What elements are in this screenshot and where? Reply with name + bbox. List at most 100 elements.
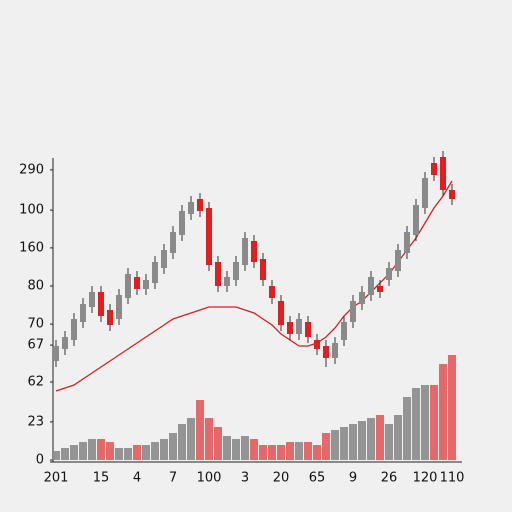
candle-body bbox=[431, 163, 437, 175]
candle-body bbox=[422, 178, 428, 208]
volume-bar bbox=[250, 439, 258, 460]
x-tick-label: 26 bbox=[381, 471, 398, 486]
volume-bar bbox=[187, 418, 195, 460]
candle-body bbox=[233, 262, 239, 280]
volume-bar bbox=[205, 418, 213, 460]
volume-bar bbox=[349, 424, 357, 460]
volume-bar bbox=[295, 442, 303, 460]
x-tick-label: 15 bbox=[93, 471, 110, 486]
y-tick-label: 100 bbox=[19, 203, 44, 218]
y-tick-label: 290 bbox=[19, 162, 44, 177]
volume-bar bbox=[232, 439, 240, 460]
candle-body bbox=[386, 268, 392, 280]
volume-bar bbox=[106, 442, 114, 460]
volume-bar bbox=[79, 442, 87, 460]
candle-body bbox=[80, 304, 86, 322]
volume-bar bbox=[223, 436, 231, 460]
x-tick-label: 7 bbox=[169, 471, 177, 486]
y-tick-label: 23 bbox=[27, 414, 44, 429]
volume-bar bbox=[241, 436, 249, 460]
volume-bar bbox=[259, 445, 267, 460]
candle-body bbox=[269, 286, 275, 298]
candle-body bbox=[359, 292, 365, 304]
volume-bar bbox=[178, 424, 186, 460]
volume-bar bbox=[70, 445, 78, 460]
y-tick-label: 62 bbox=[27, 375, 44, 390]
volume-bar bbox=[313, 445, 321, 460]
volume-bar bbox=[304, 442, 312, 460]
volume-bar bbox=[52, 451, 60, 460]
candle-body bbox=[134, 277, 140, 289]
volume-bar bbox=[97, 439, 105, 460]
candle-body bbox=[206, 208, 212, 265]
volume-bar bbox=[142, 445, 150, 460]
volume-bar bbox=[367, 418, 375, 460]
volume-bar bbox=[286, 442, 294, 460]
volume-bar bbox=[133, 445, 141, 460]
volume-bar bbox=[394, 415, 402, 460]
x-tick-label: 4 bbox=[133, 471, 141, 486]
candle-body bbox=[215, 262, 221, 286]
volume-bar bbox=[358, 421, 366, 460]
candle-body bbox=[395, 250, 401, 271]
volume-bar bbox=[124, 448, 132, 460]
volume-bar bbox=[421, 385, 429, 460]
candle-body bbox=[332, 343, 338, 358]
candle-body bbox=[152, 262, 158, 283]
volume-bar bbox=[277, 445, 285, 460]
candle-body bbox=[116, 295, 122, 319]
volume-bar bbox=[439, 364, 447, 460]
candle-body bbox=[368, 277, 374, 295]
x-tick-label: 110 bbox=[440, 471, 465, 486]
volume-bar bbox=[412, 388, 420, 460]
volume-bar bbox=[385, 424, 393, 460]
candle-body bbox=[53, 346, 59, 361]
candle-body bbox=[296, 319, 302, 334]
candle-body bbox=[341, 322, 347, 340]
x-tick-label: 100 bbox=[197, 471, 222, 486]
volume-bar bbox=[61, 448, 69, 460]
x-tick-label: 3 bbox=[241, 471, 249, 486]
volume-bar bbox=[448, 355, 456, 460]
candle-body bbox=[449, 190, 455, 199]
candle-body bbox=[71, 319, 77, 340]
volume-bar bbox=[340, 427, 348, 460]
x-tick-label: 20 bbox=[273, 471, 290, 486]
candle-body bbox=[98, 292, 104, 316]
candle-body bbox=[413, 205, 419, 235]
candle-body bbox=[170, 232, 176, 253]
candle-body bbox=[260, 259, 266, 280]
candle-body bbox=[251, 241, 257, 262]
volume-bar bbox=[160, 439, 168, 460]
candle-body bbox=[305, 322, 311, 337]
candle-body bbox=[278, 301, 284, 325]
volume-bar bbox=[403, 397, 411, 460]
y-tick-label: 0 bbox=[36, 453, 44, 468]
candle-body bbox=[242, 238, 248, 265]
candle-body bbox=[143, 280, 149, 289]
candle-body bbox=[161, 250, 167, 268]
candle-body bbox=[107, 310, 113, 325]
candle-body bbox=[224, 277, 230, 286]
x-tick-label: 201 bbox=[44, 471, 69, 486]
volume-bar bbox=[268, 445, 276, 460]
volume-bar bbox=[115, 448, 123, 460]
volume-bar bbox=[376, 415, 384, 460]
candle-body bbox=[323, 346, 329, 358]
volume-bar bbox=[214, 427, 222, 460]
y-tick-label: 70 bbox=[27, 317, 44, 332]
y-tick-label: 67 bbox=[27, 338, 44, 353]
volume-bar bbox=[151, 442, 159, 460]
x-tick-label: 9 bbox=[349, 471, 357, 486]
candle-body bbox=[287, 322, 293, 334]
x-tick-label: 65 bbox=[309, 471, 326, 486]
candle-body bbox=[377, 286, 383, 292]
y-tick-label: 160 bbox=[19, 240, 44, 255]
volume-bar bbox=[331, 430, 339, 460]
moving-average bbox=[55, 180, 453, 392]
candle-body bbox=[62, 337, 68, 349]
candle-body bbox=[188, 202, 194, 214]
volume-bar bbox=[196, 400, 204, 460]
candle-body bbox=[197, 199, 203, 211]
